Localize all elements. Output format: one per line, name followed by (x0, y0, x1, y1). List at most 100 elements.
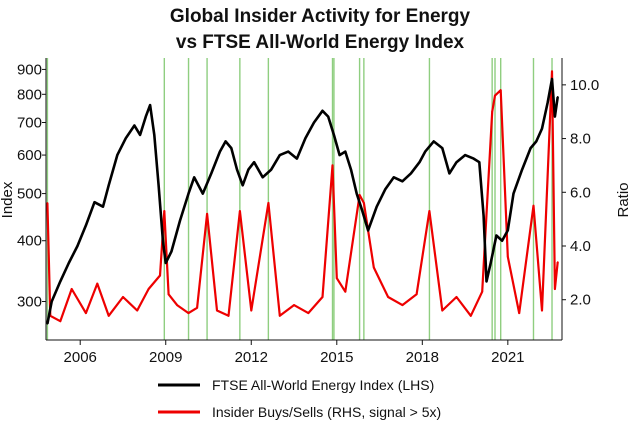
data-point (59, 280, 62, 283)
energy-index-series (46, 77, 559, 325)
data-point (469, 314, 472, 317)
data-point (224, 140, 227, 143)
data-point (267, 202, 270, 204)
data-point (164, 262, 167, 264)
data-point (455, 161, 458, 164)
data-point (553, 115, 556, 118)
data-point (478, 161, 481, 164)
data-point (518, 312, 521, 315)
data-point (70, 288, 73, 290)
left-tick-label: 900 (17, 61, 42, 78)
data-point (261, 176, 264, 179)
data-point (321, 296, 324, 298)
x-tick-label: 2018 (406, 349, 439, 366)
left-tick-label: 600 (17, 147, 42, 164)
y-axis-right-label: Ratio (615, 182, 632, 217)
data-point (161, 239, 164, 242)
right-tick-label: 4.0 (570, 238, 591, 255)
data-point (541, 309, 543, 312)
signal-lines (46, 58, 553, 340)
data-point (521, 168, 523, 171)
data-point (415, 293, 418, 296)
right-tick-label: 6.0 (570, 184, 591, 201)
data-point (372, 266, 375, 269)
data-point (93, 201, 96, 204)
data-point (307, 312, 310, 315)
data-point (147, 288, 150, 290)
right-tick-label: 8.0 (570, 131, 591, 148)
x-ticks: 2006 2009 2012 2015 2018 2021 (64, 340, 525, 366)
y-axis-left-label: Index (0, 181, 16, 218)
data-point (50, 300, 53, 303)
data-point (432, 140, 435, 143)
data-point (176, 304, 179, 306)
ratio-line (46, 70, 559, 323)
data-point (551, 78, 553, 80)
data-point (481, 290, 484, 293)
data-point (367, 229, 370, 232)
data-point (384, 188, 387, 191)
data-point (401, 180, 404, 183)
data-point (361, 210, 364, 213)
x-tick-label: 2021 (491, 349, 524, 366)
right-ticks: 2.0 4.0 6.0 8.0 10.0 (562, 77, 599, 309)
chart-title-line1: Global Insider Activity for Energy (170, 6, 471, 27)
data-point (179, 219, 181, 222)
data-point (219, 150, 221, 153)
data-point (532, 204, 535, 207)
data-point (313, 121, 315, 124)
left-tick-label: 300 (17, 293, 42, 310)
data-point (344, 150, 347, 153)
data-point (46, 202, 49, 204)
data-point (535, 140, 538, 143)
data-point (304, 137, 307, 140)
data-point (59, 320, 62, 323)
data-point (441, 309, 444, 312)
data-point (163, 210, 166, 212)
data-point (546, 101, 549, 104)
data-point (124, 137, 127, 140)
legend: FTSE All-World Energy Index (LHS) Inside… (158, 377, 441, 420)
data-point (418, 161, 421, 164)
data-point (287, 150, 290, 153)
data-point (247, 168, 250, 171)
data-point (149, 104, 151, 107)
data-point (551, 70, 553, 73)
x-tick-label: 2009 (149, 349, 182, 366)
data-point (494, 94, 496, 97)
data-point (144, 115, 147, 118)
data-point (482, 214, 485, 217)
data-point (495, 234, 498, 237)
data-point (501, 239, 504, 242)
data-point (210, 172, 213, 175)
data-point (67, 262, 70, 264)
x-tick-label: 2015 (320, 349, 353, 366)
data-point (159, 274, 161, 277)
data-point (338, 154, 341, 156)
x-tick-label: 2012 (235, 349, 268, 366)
data-point (116, 154, 119, 156)
data-point (541, 127, 543, 130)
data-point (153, 134, 156, 136)
data-point (107, 184, 110, 187)
data-point (187, 312, 190, 315)
data-point (556, 96, 559, 98)
data-point (187, 192, 190, 195)
data-point (387, 296, 389, 298)
data-point (401, 304, 404, 306)
data-point (464, 154, 466, 156)
data-point (139, 134, 141, 136)
data-point (85, 312, 87, 315)
data-point (76, 245, 79, 247)
data-point (375, 205, 378, 208)
data-point (358, 194, 361, 196)
insider-ratio-series (46, 70, 559, 323)
data-point (46, 322, 49, 325)
data-point (250, 309, 253, 312)
data-point (241, 184, 244, 187)
data-point (331, 164, 334, 167)
data-point (455, 296, 458, 298)
chart-title-line2: vs FTSE All-World Energy Index (176, 32, 465, 53)
data-point (133, 124, 136, 127)
